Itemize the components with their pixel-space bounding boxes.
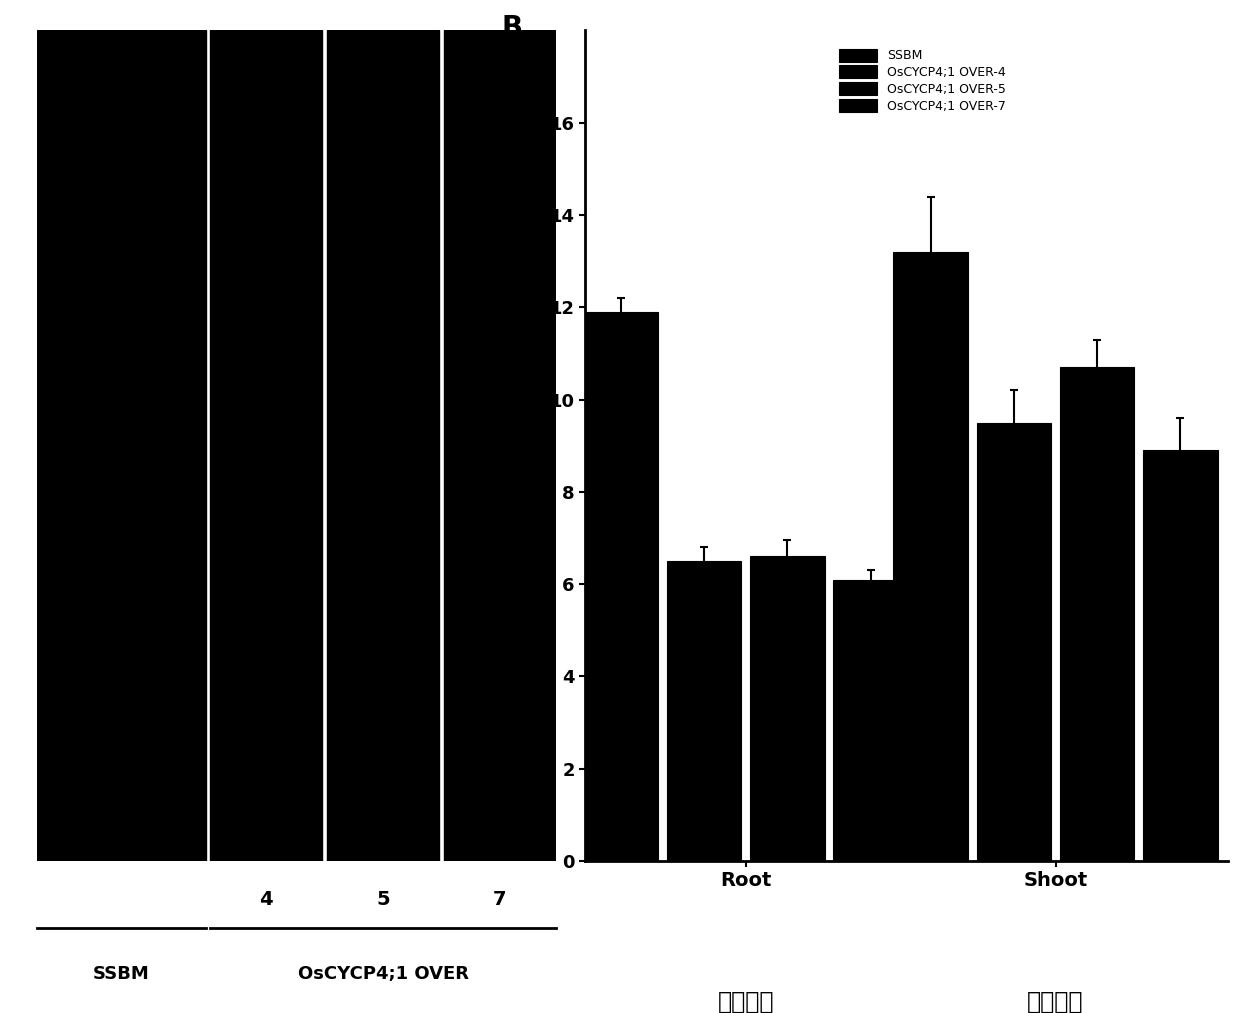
Bar — [37, 30, 206, 861]
Y-axis label: 长度 Length (cm): 长度 Length (cm) — [523, 371, 542, 521]
Bar — [750, 556, 825, 861]
Text: 地下部分: 地下部分 — [718, 990, 774, 1013]
Bar — [210, 30, 322, 861]
Text: 5: 5 — [376, 890, 389, 909]
Text: 7: 7 — [494, 890, 507, 909]
Legend: SSBM, OsCYCP4;1 OVER-4, OsCYCP4;1 OVER-5, OsCYCP4;1 OVER-7: SSBM, OsCYCP4;1 OVER-4, OsCYCP4;1 OVER-5… — [836, 45, 1009, 116]
Bar — [833, 579, 908, 861]
Bar — [1143, 451, 1218, 861]
Bar — [444, 30, 556, 861]
Text: 4: 4 — [259, 890, 273, 909]
Bar — [894, 252, 968, 861]
Bar — [584, 312, 658, 861]
Text: 地上部分: 地上部分 — [1027, 990, 1084, 1013]
Bar — [327, 30, 439, 861]
Text: SSBM: SSBM — [93, 964, 150, 983]
Bar — [1060, 368, 1135, 861]
Text: OsCYCP4;1 OVER: OsCYCP4;1 OVER — [298, 964, 469, 983]
Bar — [977, 422, 1052, 861]
Text: A: A — [40, 30, 61, 59]
Text: B: B — [502, 14, 523, 42]
Bar — [667, 561, 742, 861]
